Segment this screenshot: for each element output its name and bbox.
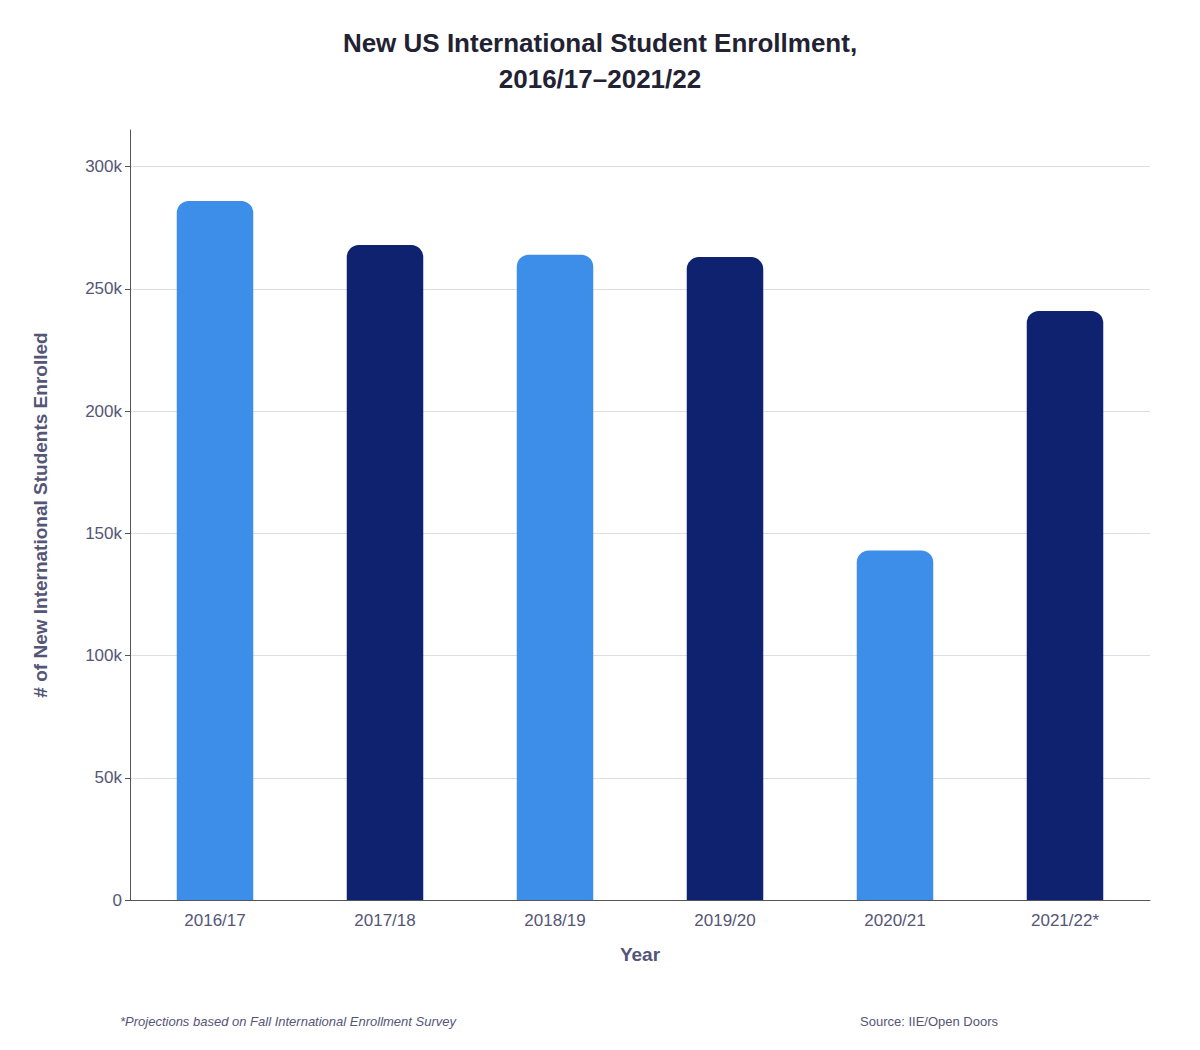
svg-text:# of New International Student: # of New International Students Enrolled [30,332,51,697]
svg-text:2018/19: 2018/19 [524,911,585,930]
svg-text:Year: Year [620,944,661,965]
svg-text:150k: 150k [85,524,122,543]
svg-text:2017/18: 2017/18 [354,911,415,930]
svg-text:100k: 100k [85,646,122,665]
svg-text:2016/17: 2016/17 [184,911,245,930]
svg-text:250k: 250k [85,279,122,298]
svg-text:200k: 200k [85,402,122,421]
svg-text:2020/21: 2020/21 [864,911,925,930]
svg-text:New US International Student E: New US International Student Enrollment, [343,28,857,58]
svg-text:Source: IIE/Open Doors: Source: IIE/Open Doors [860,1014,999,1029]
svg-text:2016/17–2021/22: 2016/17–2021/22 [499,64,701,94]
svg-text:300k: 300k [85,157,122,176]
svg-text:50k: 50k [95,768,123,787]
svg-text:*Projections based on Fall Int: *Projections based on Fall International… [120,1014,458,1029]
svg-text:0: 0 [113,891,122,910]
svg-text:2021/22*: 2021/22* [1031,911,1099,930]
svg-text:2019/20: 2019/20 [694,911,755,930]
